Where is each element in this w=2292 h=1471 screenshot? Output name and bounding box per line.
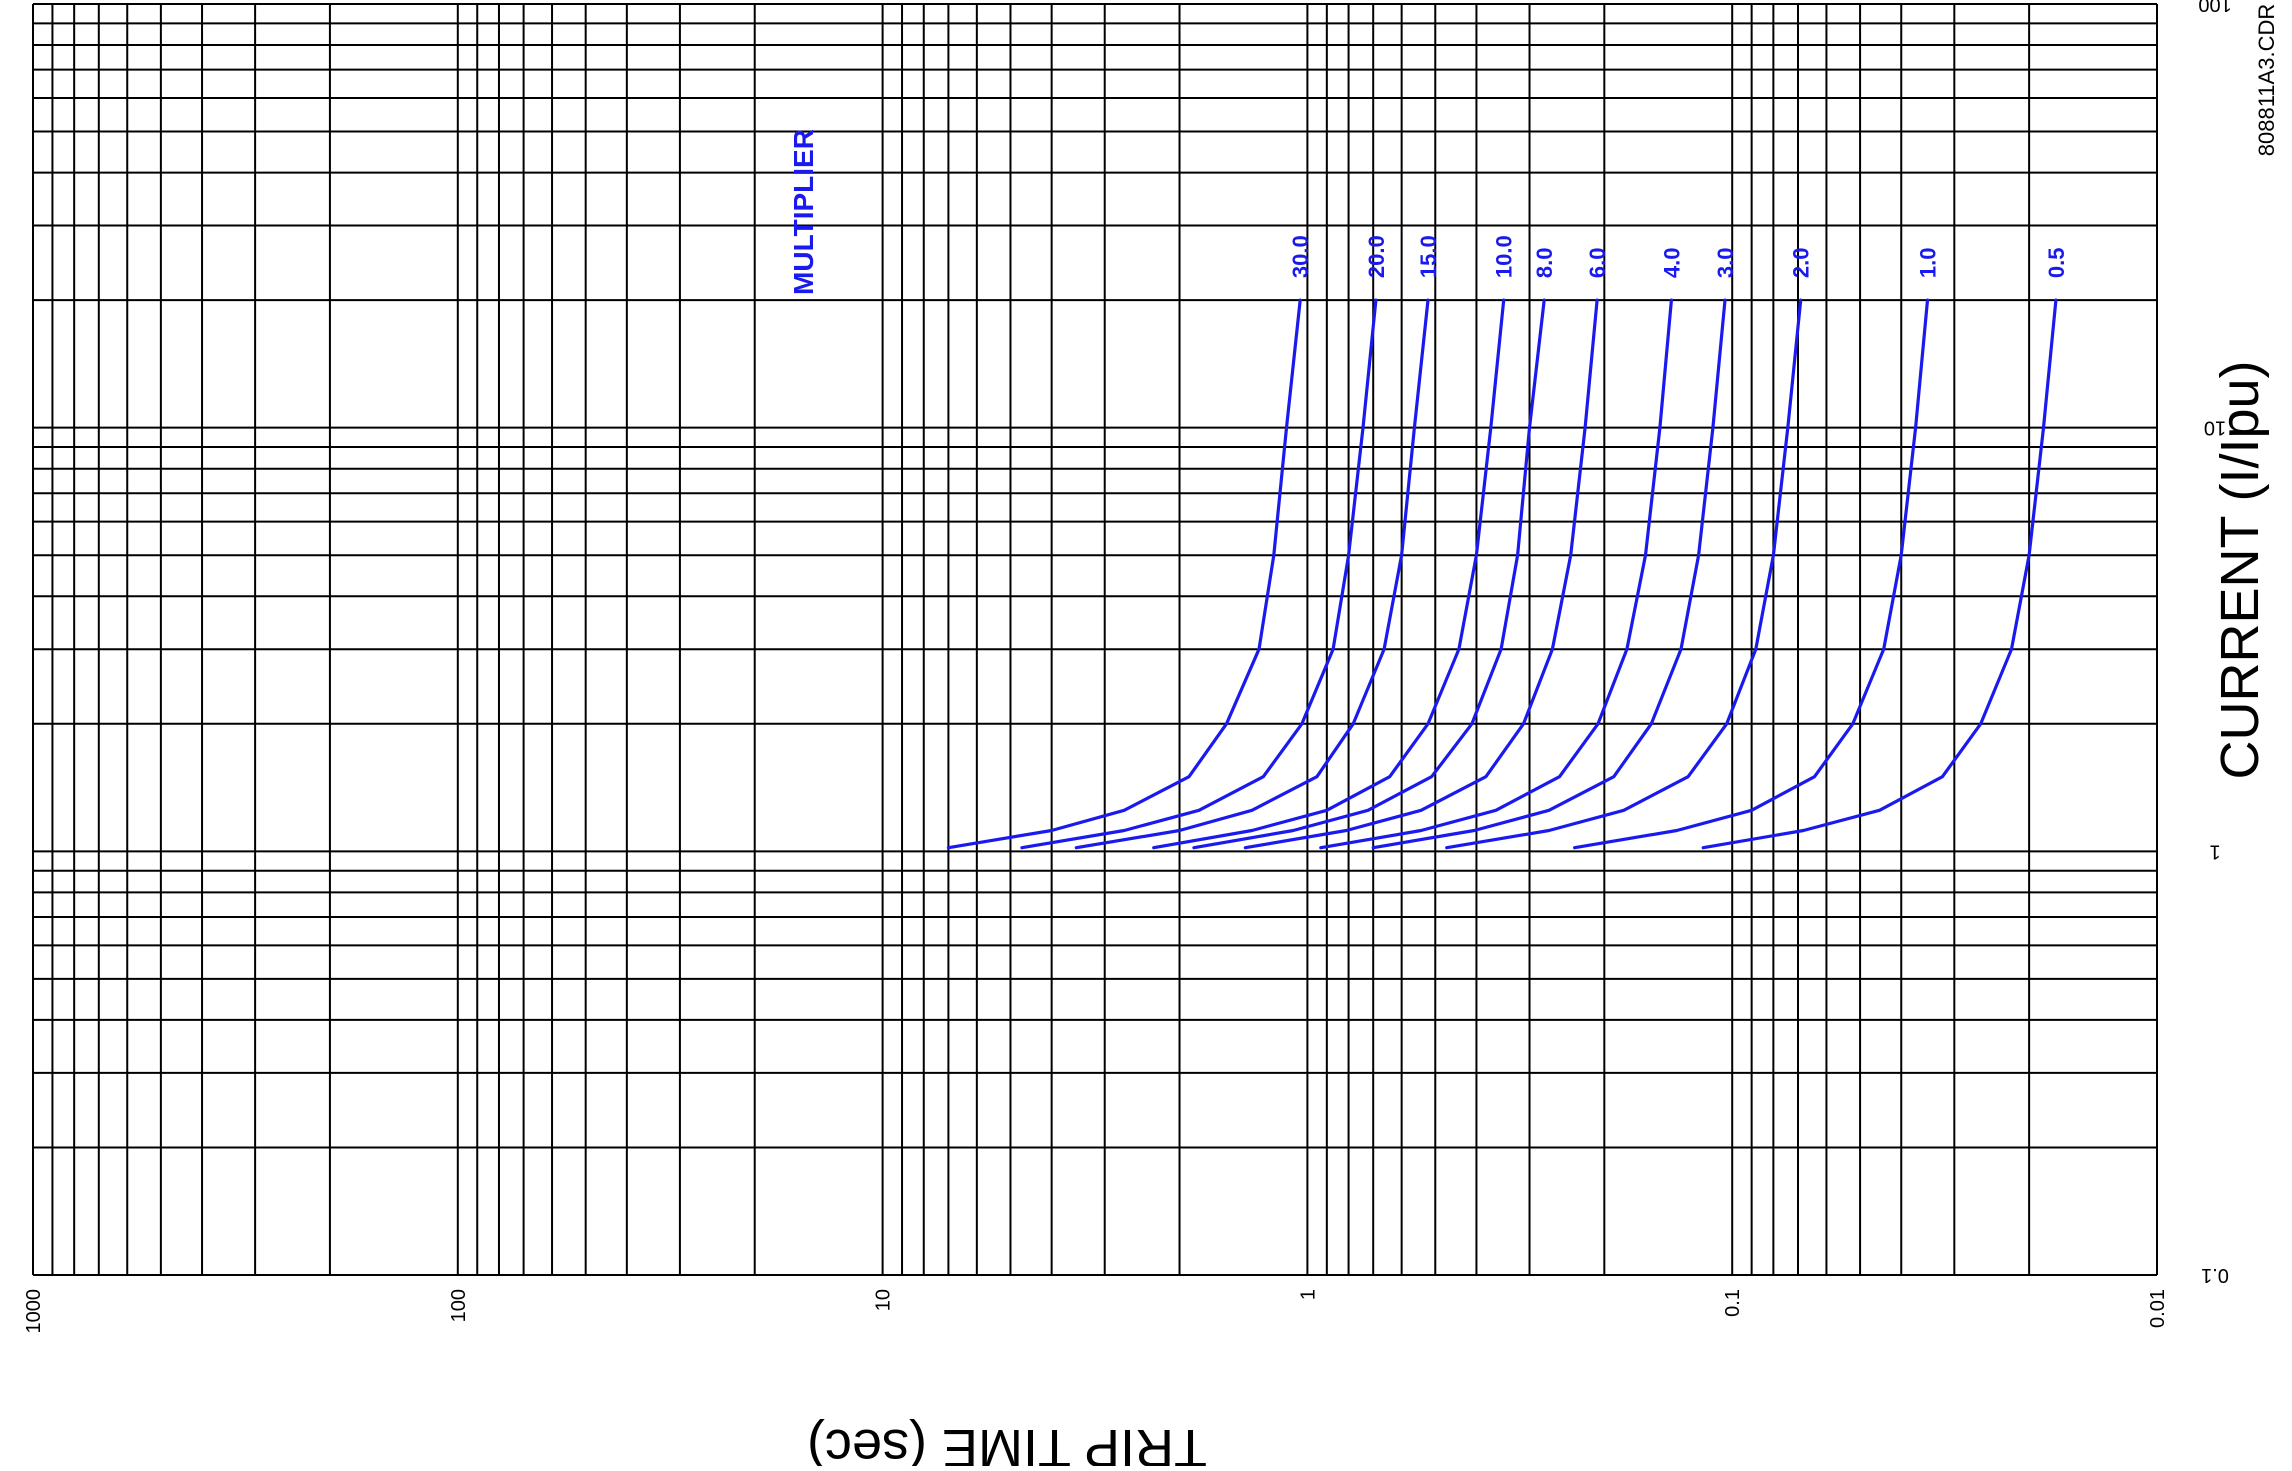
curve-label-15.0: 15.0 xyxy=(1416,235,1441,278)
y-axis-label: CURRENT (I/Ipu) xyxy=(2210,360,2270,779)
curve-label-20.0: 20.0 xyxy=(1364,235,1389,278)
curve-layer xyxy=(946,298,2058,850)
curve-label-6.0: 6.0 xyxy=(1585,248,1610,279)
x-tick-label: 10 xyxy=(873,1289,895,1311)
curve-multiplier-30.0 xyxy=(946,298,1302,850)
curve-label-30.0: 30.0 xyxy=(1288,235,1313,278)
curve-multiplier-20.0 xyxy=(1020,298,1378,850)
legend-title: MULTIPLIER xyxy=(788,129,819,295)
grid-layer xyxy=(32,3,2158,1276)
curve-label-3.0: 3.0 xyxy=(1713,248,1738,279)
curve-multiplier-2.0 xyxy=(1445,298,1803,850)
x-tick-label: 1000 xyxy=(23,1289,45,1334)
x-tick-label: 100 xyxy=(448,1289,470,1322)
x-tick-label: 0.1 xyxy=(1722,1289,1744,1317)
curve-label-2.0: 2.0 xyxy=(1789,248,1814,279)
curve-label-4.0: 4.0 xyxy=(1659,248,1684,279)
curve-multiplier-10.0 xyxy=(1152,298,1506,850)
drawing-code-label: 808811A3.CDR xyxy=(2254,4,2279,156)
curve-multiplier-4.0 xyxy=(1319,298,1674,850)
x-axis-label: TRIP TIME (sec) xyxy=(807,1418,1207,1466)
curve-multiplier-0.5 xyxy=(1701,298,2058,850)
y-tick-label: 0.1 xyxy=(2201,1264,2229,1286)
y-tick-label: 100 xyxy=(2198,0,2231,15)
curve-label-10.0: 10.0 xyxy=(1492,235,1517,278)
y-tick-label: 1 xyxy=(2209,840,2220,862)
y-tick-label: 10 xyxy=(2204,417,2226,439)
curve-multiplier-1.0 xyxy=(1572,298,1930,850)
curve-label-8.0: 8.0 xyxy=(1532,248,1557,279)
curve-label-1.0: 1.0 xyxy=(1915,248,1940,279)
curve-label-0.5: 0.5 xyxy=(2044,248,2069,279)
curve-multiplier-8.0 xyxy=(1192,298,1546,850)
curve-multiplier-3.0 xyxy=(1371,298,1727,850)
label-layer: 1000 100 10 1 0.1 0.01 0.1 1 10 100 30.0 20.0 15.0 10… xyxy=(23,0,2232,1334)
x-tick-label: 1 xyxy=(1297,1289,1319,1300)
curve-multiplier-15.0 xyxy=(1074,298,1430,850)
curve-multiplier-6.0 xyxy=(1243,298,1599,850)
x-tick-label: 0.01 xyxy=(2147,1289,2169,1328)
